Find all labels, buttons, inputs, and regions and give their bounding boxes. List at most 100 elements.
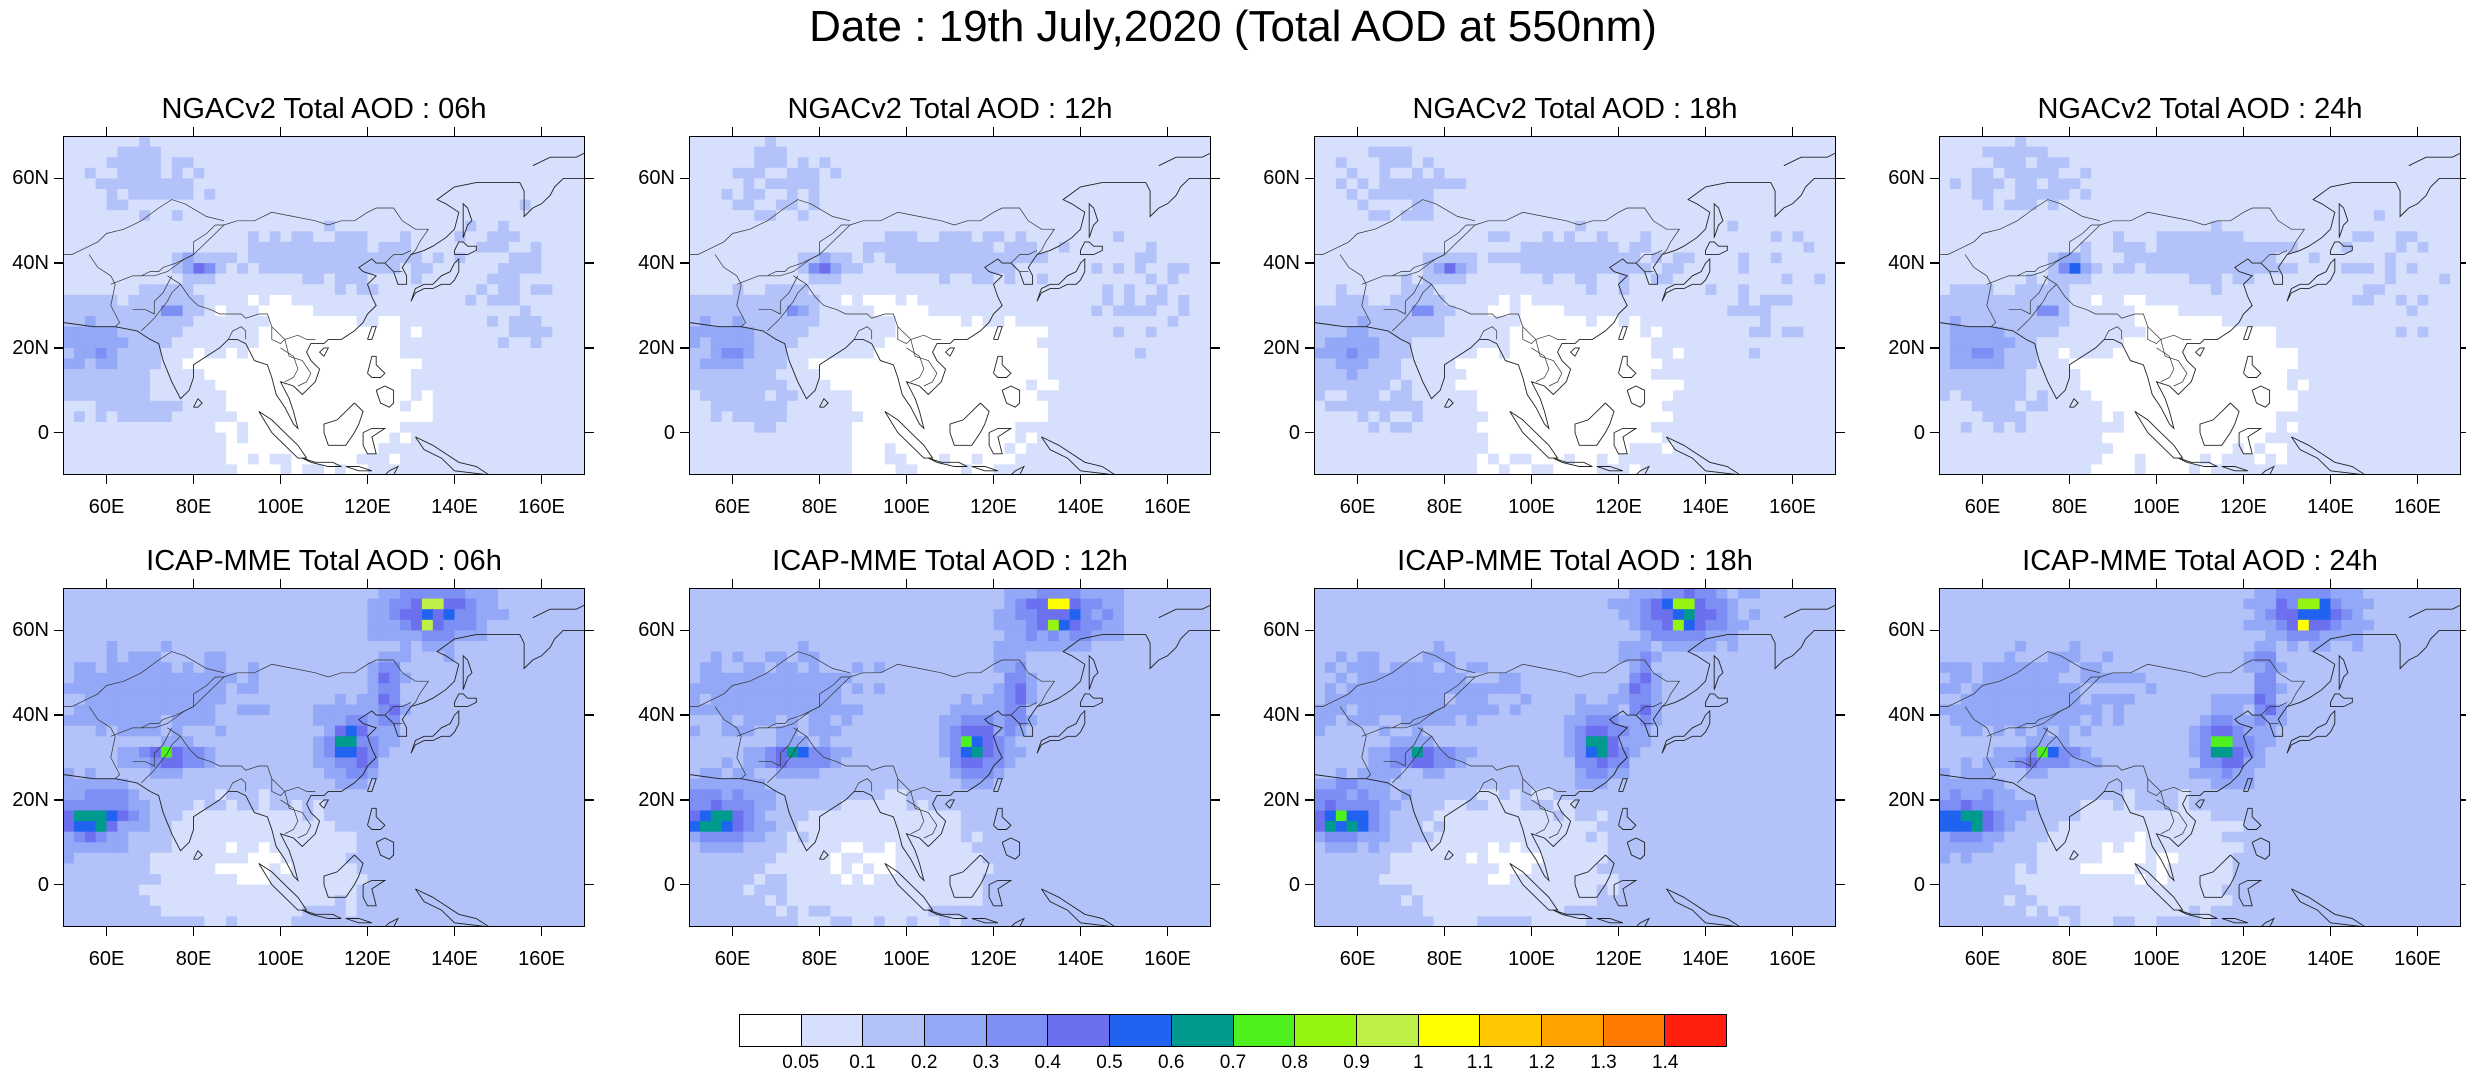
aod-cell — [215, 327, 227, 338]
aod-cell — [433, 306, 445, 317]
aod-cell — [743, 231, 755, 242]
aod-cell — [1695, 327, 1707, 338]
aod-cell — [335, 295, 347, 306]
aod-cell — [689, 147, 701, 158]
aod-cell — [215, 253, 227, 264]
aod-cell — [2407, 157, 2419, 168]
aod-cell — [1379, 263, 1391, 274]
aod-cell — [1157, 337, 1169, 348]
aod-cell — [1564, 464, 1576, 475]
aod-cell — [1200, 295, 1211, 306]
aod-cell — [1146, 411, 1158, 422]
aod-cell — [733, 284, 745, 295]
aod-cell — [1771, 390, 1783, 401]
aod-cell — [1771, 433, 1783, 444]
aod-cell — [183, 306, 195, 317]
aod-cell — [1189, 316, 1201, 327]
aod-cell — [1651, 316, 1663, 327]
lon-tick — [1792, 475, 1794, 484]
aod-cell — [378, 178, 390, 189]
aod-cell — [1477, 284, 1489, 295]
aod-cell — [1803, 337, 1815, 348]
aod-cell — [1037, 359, 1049, 370]
aod-cell — [1586, 306, 1598, 317]
aod-cell — [863, 369, 875, 380]
aod-cell — [1445, 295, 1457, 306]
aod-cell — [743, 306, 755, 317]
aod-cell — [96, 337, 108, 348]
aod-cell — [335, 210, 347, 221]
aod-cell — [1521, 464, 1533, 475]
aod-cell — [1640, 443, 1652, 454]
aod-cell — [128, 443, 140, 454]
aod-cell — [1532, 284, 1544, 295]
aod-cell — [1542, 433, 1554, 444]
aod-cell — [215, 359, 227, 370]
aod-cell — [1004, 411, 1016, 422]
aod-cell — [1499, 157, 1511, 168]
aod-cell — [1434, 348, 1446, 359]
aod-cell — [1803, 433, 1815, 444]
aod-cell — [939, 189, 951, 200]
aod-cell — [1662, 263, 1674, 274]
aod-cell — [1336, 327, 1348, 338]
aod-cell — [172, 189, 184, 200]
aod-cell — [520, 147, 532, 158]
aod-cell — [1113, 253, 1125, 264]
aod-cell — [1102, 157, 1114, 168]
aod-cell — [1619, 306, 1631, 317]
aod-cell — [743, 189, 755, 200]
aod-cell — [1542, 390, 1554, 401]
aod-cell — [1477, 380, 1489, 391]
lon-tick-label: 160E — [507, 495, 577, 519]
aod-cell — [863, 433, 875, 444]
aod-cell — [2135, 157, 2147, 168]
aod-cell — [1379, 284, 1391, 295]
aod-cell — [1314, 210, 1326, 221]
aod-cell — [1662, 168, 1674, 179]
aod-cell — [754, 274, 766, 285]
aod-cell — [1825, 433, 1836, 444]
aod-cell — [1048, 274, 1060, 285]
aod-cell — [1738, 242, 1750, 253]
aod-cell — [1760, 210, 1772, 221]
aod-cell — [1390, 242, 1402, 253]
aod-cell — [2363, 147, 2375, 158]
aod-cell — [1553, 464, 1565, 475]
aod-cell — [809, 401, 821, 412]
aod-cell — [2233, 136, 2245, 147]
aod-cell — [1070, 411, 1082, 422]
aod-cell — [1168, 168, 1180, 179]
aod-cell — [378, 316, 390, 327]
aod-cell — [885, 284, 897, 295]
aod-cell — [1124, 253, 1136, 264]
aod-cell — [270, 263, 282, 274]
aod-cell — [841, 136, 853, 147]
aod-cell — [1782, 390, 1794, 401]
aod-cell — [542, 348, 554, 359]
aod-cell — [161, 422, 173, 433]
aod-cell — [907, 422, 919, 433]
aod-cell — [907, 390, 919, 401]
aod-cell — [368, 210, 380, 221]
aod-cell — [776, 178, 788, 189]
aod-cell — [852, 411, 864, 422]
aod-cell — [2167, 147, 2179, 158]
aod-cell — [1684, 327, 1696, 338]
aod-cell — [1189, 327, 1201, 338]
aod-cell — [1825, 189, 1836, 200]
aod-cell — [1135, 411, 1147, 422]
aod-cell — [1004, 306, 1016, 317]
aod-cell — [1091, 348, 1103, 359]
aod-cell — [961, 178, 973, 189]
aod-cell — [1091, 274, 1103, 285]
aod-cell — [259, 327, 271, 338]
aod-cell — [1706, 380, 1718, 391]
aod-cell — [1325, 263, 1337, 274]
aod-cell — [1782, 178, 1794, 189]
aod-cell — [96, 231, 108, 242]
aod-cell — [324, 242, 336, 253]
aod-cell — [563, 316, 575, 327]
aod-cell — [1727, 443, 1739, 454]
aod-cell — [1814, 221, 1826, 232]
